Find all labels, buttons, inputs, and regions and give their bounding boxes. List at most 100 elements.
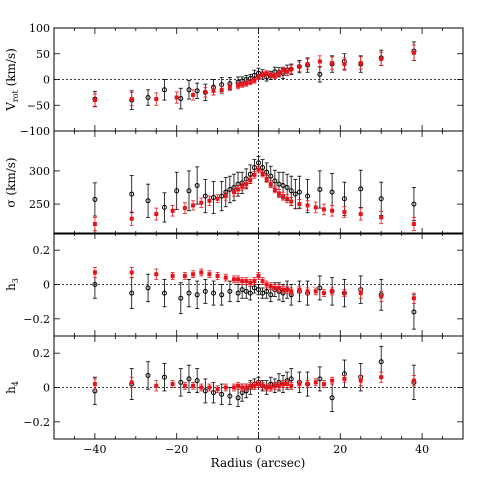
data-point [289, 67, 294, 72]
data-point [292, 191, 298, 197]
data-point [215, 196, 220, 201]
data-point [207, 272, 212, 277]
data-point [378, 359, 384, 365]
data-point [154, 272, 159, 277]
data-point [289, 199, 294, 204]
y-tick-label: −50 [27, 99, 50, 112]
panel-stack: −100 −50 0 50 100 Vrot (km/s) 250 300 σ (km/s) −0… [4, 22, 464, 456]
data-point [244, 81, 249, 86]
data-point [358, 291, 363, 296]
data-point [231, 190, 236, 195]
y-tick-label: 100 [29, 22, 50, 35]
data-point [145, 372, 151, 378]
data-point [313, 205, 318, 210]
data-point [182, 383, 187, 388]
data-point [264, 282, 269, 287]
data-point [260, 72, 265, 77]
data-point [317, 59, 322, 64]
data-point [268, 385, 273, 390]
data-point [285, 382, 290, 387]
data-point [129, 380, 134, 385]
data-point [227, 85, 232, 90]
data-point [211, 194, 217, 200]
data-point [330, 61, 335, 66]
y-axis-label: σ (km/s) [4, 157, 18, 207]
data-point [170, 382, 175, 387]
data-point [191, 383, 196, 388]
data-point [268, 182, 273, 187]
data-point [211, 88, 216, 93]
data-point [313, 380, 318, 385]
data-point [174, 188, 180, 194]
data-point [276, 71, 281, 76]
series-black [92, 155, 417, 223]
series-red [92, 44, 416, 107]
data-point [161, 204, 167, 210]
series-red [92, 371, 416, 394]
data-point [202, 193, 208, 199]
data-point [247, 171, 253, 177]
data-point [272, 178, 278, 184]
series-red [92, 266, 416, 304]
data-point [92, 98, 97, 103]
data-point [260, 290, 266, 296]
data-point [202, 388, 208, 394]
data-point [236, 383, 241, 388]
data-point [252, 172, 257, 177]
data-point [317, 71, 323, 77]
data-point [129, 270, 134, 275]
panel-4: −0.2 0 0.2 h4 −40 −20 0 20 40 [4, 335, 464, 456]
data-point [202, 288, 208, 294]
data-point [231, 277, 236, 282]
data-point [342, 210, 347, 215]
data-point [252, 383, 257, 388]
data-point [252, 279, 257, 284]
data-point [285, 196, 290, 201]
data-point [145, 95, 151, 101]
data-point [194, 378, 200, 384]
panel-frame [53, 130, 464, 235]
data-point [240, 385, 245, 390]
data-point [285, 287, 290, 292]
data-point [272, 285, 277, 290]
panel-2: 250 300 σ (km/s) [4, 130, 464, 235]
x-tick-label: 20 [333, 443, 347, 456]
y-tick-label: 0.2 [33, 244, 51, 257]
data-point [219, 87, 224, 92]
data-point [305, 193, 311, 199]
data-point [342, 376, 347, 381]
data-point [248, 80, 253, 85]
data-point [317, 285, 323, 291]
data-point [182, 273, 187, 278]
data-point [330, 208, 335, 213]
y-tick-label: 0.2 [33, 347, 51, 360]
data-point [161, 290, 167, 296]
data-point [358, 186, 364, 192]
data-point [305, 203, 310, 208]
data-point [92, 382, 97, 387]
y-tick-label: −100 [20, 125, 50, 138]
data-point [227, 288, 233, 294]
data-point [194, 292, 200, 298]
data-point [236, 83, 241, 88]
data-point [268, 284, 273, 289]
data-point [260, 279, 265, 284]
data-point [154, 383, 159, 388]
data-point [251, 72, 257, 78]
data-point [411, 50, 416, 55]
x-tick-label: −40 [83, 443, 106, 456]
data-point [207, 198, 212, 203]
data-point [342, 62, 347, 67]
data-point [145, 285, 151, 291]
data-point [92, 282, 98, 287]
series-black [92, 41, 417, 110]
data-point [240, 184, 245, 189]
data-point [276, 383, 281, 388]
data-point [203, 90, 208, 95]
y-tick-label: −0.2 [23, 416, 50, 429]
data-point [256, 287, 261, 293]
data-point [297, 382, 302, 387]
data-point [317, 186, 323, 192]
data-point [161, 87, 167, 93]
